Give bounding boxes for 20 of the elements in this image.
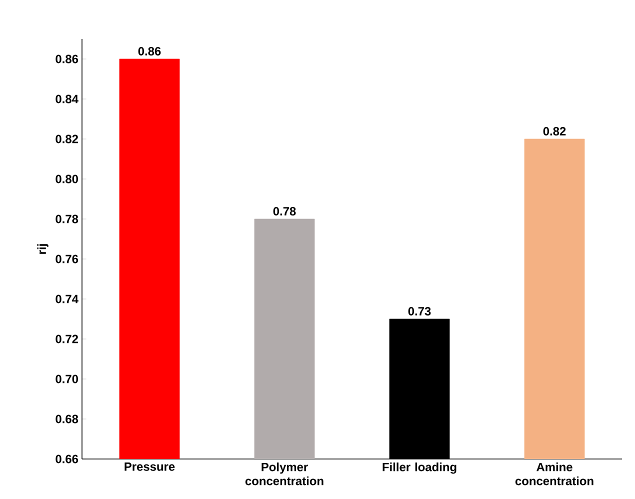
- y-tick-label: 0.80: [56, 174, 78, 184]
- y-tick-label: 0.86: [56, 54, 78, 64]
- y-tick-label: 0.78: [56, 214, 78, 224]
- y-axis-title: rij: [37, 244, 48, 254]
- x-tick-label: Amine concentration: [515, 462, 594, 486]
- data-label: 0.86: [138, 47, 161, 56]
- x-tick-label: Pressure: [124, 462, 175, 471]
- y-tick-label: 0.82: [56, 134, 78, 144]
- x-tick-label: Filler loading: [382, 462, 456, 474]
- y-tick-label: 0.72: [56, 334, 78, 344]
- data-label: 0.73: [408, 307, 431, 316]
- x-tick-label: Polymer concentration: [245, 462, 324, 486]
- data-label: 0.82: [543, 127, 566, 136]
- y-tick-label: 0.70: [56, 374, 78, 384]
- y-tick-label: 0.68: [56, 414, 78, 424]
- data-label: 0.78: [273, 207, 296, 216]
- y-tick-label: 0.74: [56, 294, 78, 304]
- y-tick-label: 0.84: [56, 94, 78, 104]
- y-tick-label: 0.66: [56, 454, 78, 464]
- y-tick-label: 0.76: [56, 254, 78, 264]
